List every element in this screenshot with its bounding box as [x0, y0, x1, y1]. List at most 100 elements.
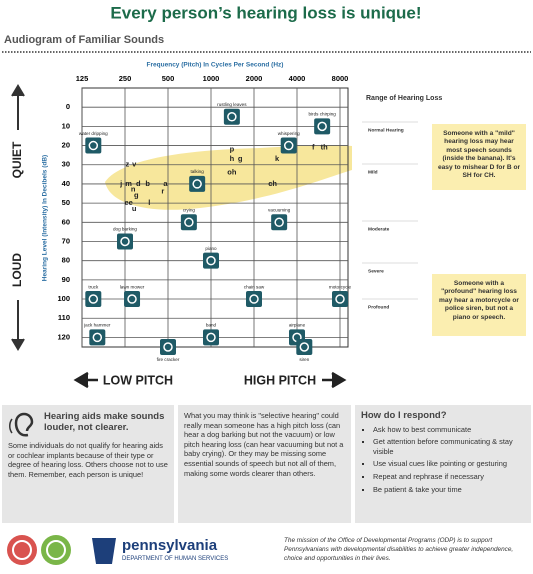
- odp-logo: [7, 535, 71, 565]
- range-level: Mild: [368, 169, 378, 175]
- y-tick-label: 90: [62, 275, 70, 284]
- icon-box: [223, 108, 240, 125]
- icon-box: [124, 291, 141, 308]
- middle-panel: What you may think is "selective hearing…: [178, 405, 351, 523]
- respond-list: Ask how to best communicate Get attention…: [361, 425, 525, 495]
- org-name: pennsylvania: [122, 537, 218, 554]
- x-tick-label: 8000: [332, 74, 349, 83]
- callout-mild: Someone with a "mild" hearing loss may h…: [432, 124, 526, 190]
- sound-label: vacuuming: [268, 208, 291, 213]
- icon-glyph: [249, 294, 259, 304]
- sound-icon: [271, 214, 288, 231]
- icon-box: [203, 252, 219, 269]
- icon-box: [89, 329, 106, 346]
- speech-sound: j: [119, 179, 122, 188]
- icon-box: [314, 118, 331, 135]
- x-axis-title: Frequency (Pitch) In Cycles Per Second (…: [147, 62, 284, 69]
- icon-box: [85, 291, 102, 308]
- icon-glyph: [88, 294, 99, 304]
- range-level: Moderate: [368, 226, 390, 232]
- sound-icon: [89, 329, 106, 346]
- quiet-label: QUIET: [10, 141, 24, 178]
- speech-sound: m: [125, 179, 132, 188]
- speech-sound: oh: [227, 167, 237, 176]
- plot-frame: [81, 87, 349, 348]
- icon-box: [296, 339, 313, 355]
- sound-label: whispering: [278, 131, 300, 136]
- speech-sound: th: [321, 142, 328, 151]
- sound-label: fire cracker: [157, 357, 180, 362]
- mission: The mission of the Office of Development…: [284, 537, 514, 562]
- icon-glyph: [206, 255, 216, 266]
- icon-glyph: [274, 217, 284, 228]
- sound-icon: [223, 108, 240, 125]
- sound-icon: [160, 339, 176, 355]
- icon-box: [246, 291, 262, 308]
- sound-label: talking: [191, 169, 205, 174]
- speech-sound: p: [230, 144, 235, 153]
- icon-box: [203, 329, 219, 346]
- high-pitch: HIGH PITCH: [244, 373, 316, 387]
- subtitle: Audiogram of Familiar Sounds: [4, 34, 164, 46]
- speech-sound: a: [163, 179, 168, 188]
- sound-icon: [203, 252, 219, 269]
- loud-label: LOUD: [10, 253, 24, 287]
- sound-label: birds chirping: [308, 112, 336, 117]
- sound-label: chain saw: [244, 284, 265, 289]
- ear-icon: [9, 412, 34, 437]
- icon-box: [271, 214, 288, 231]
- sound-label: jack hammer: [83, 323, 111, 328]
- sound-icon: [180, 214, 197, 231]
- y-tick-label: 40: [62, 179, 70, 188]
- sound-icon: [246, 291, 262, 308]
- middle-body: What you may think is "selective hearing…: [184, 411, 344, 478]
- x-tick-label: 4000: [289, 74, 306, 83]
- dept-name: DEPARTMENT OF HUMAN SERVICES: [122, 556, 229, 562]
- sound-label: crying: [183, 208, 196, 213]
- sound-icon: [203, 329, 219, 346]
- speech-sound: g: [134, 190, 139, 199]
- icon-box: [160, 339, 176, 355]
- icon-box: [189, 175, 206, 192]
- keystone-logo: [92, 538, 116, 564]
- left-panel: Hearing aids make sounds louder, not cle…: [2, 405, 174, 523]
- speech-sound: ee: [124, 198, 132, 207]
- x-tick-label: 1000: [203, 74, 220, 83]
- icon-box: [117, 233, 133, 250]
- respond-item: Be patient & take your time: [373, 485, 525, 495]
- sound-label: dog barking: [113, 227, 137, 232]
- speech-sound: ch: [268, 179, 277, 188]
- icon-glyph: [163, 342, 173, 352]
- y-axis-title: Hearing Level (Intensity) In Decibels (d…: [42, 155, 49, 281]
- sound-label: truck: [88, 284, 99, 289]
- sound-icon: [117, 233, 133, 250]
- sound-icon: [332, 291, 348, 308]
- y-tick-label: 70: [62, 236, 70, 245]
- speech-sound: g: [238, 154, 243, 163]
- left-body: Some individuals do not qualify for hear…: [8, 441, 168, 479]
- sound-icon: [314, 118, 331, 135]
- speech-banana: [105, 145, 352, 210]
- y-tick-label: 50: [62, 198, 70, 207]
- sound-icon: [124, 291, 141, 308]
- speech-sound: v: [132, 160, 137, 169]
- sound-label: motorcycle: [329, 284, 352, 289]
- sound-label: band: [206, 323, 217, 328]
- horizontal-arrow: [73, 371, 347, 389]
- icon-box: [280, 137, 297, 154]
- sound-label: lawn mower: [120, 284, 145, 289]
- icon-glyph: [317, 121, 327, 132]
- speech-sound: z: [126, 160, 130, 169]
- icon-glyph: [184, 217, 194, 228]
- icon-glyph: [335, 294, 345, 304]
- page-title: Every person’s hearing loss is unique!: [110, 3, 421, 22]
- icon-glyph: [299, 342, 310, 352]
- sound-label: piano: [205, 246, 217, 251]
- sound-icon: [296, 339, 313, 355]
- y-tick-label: 80: [62, 256, 70, 265]
- low-pitch: LOW PITCH: [103, 373, 173, 387]
- icon-box: [332, 291, 348, 308]
- speech-sound: r: [161, 187, 164, 196]
- speech-sound: h: [230, 154, 235, 163]
- speech-sound: l: [148, 198, 150, 207]
